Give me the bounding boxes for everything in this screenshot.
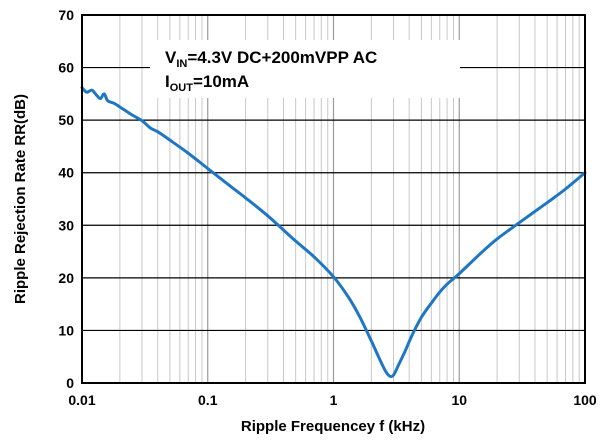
annotation-line-2: IOUT=10mA (165, 72, 249, 94)
annotation-line-2-prefix: I (165, 72, 170, 91)
y-axis-title: Ripple Rejection Rate RR(dB) (12, 94, 29, 304)
annotation-line-1-sub: IN (176, 58, 187, 70)
x-tick-label: 1 (330, 392, 338, 408)
x-tick-label: 0.1 (198, 392, 218, 408)
annotation-line-2-sub: OUT (170, 82, 194, 94)
y-tick-label: 0 (66, 375, 74, 391)
annotation-line-1-prefix: V (165, 48, 177, 67)
y-tick-label: 60 (58, 60, 74, 76)
annotation-box (150, 40, 460, 98)
annotation-line-1-rest: =4.3V DC+200mVPP AC (187, 48, 377, 67)
y-tick-label: 40 (58, 165, 74, 181)
x-tick-labels: 0.01 0.1 1 10 100 (68, 392, 597, 408)
y-tick-label: 50 (58, 112, 74, 128)
x-axis-title: Ripple Frequencey f (kHz) (241, 418, 425, 435)
plot-frame (81, 14, 586, 384)
x-tick-label: 0.01 (68, 392, 95, 408)
x-tick-label: 10 (451, 392, 467, 408)
annotation-line-2-rest: =10mA (193, 72, 249, 91)
x-tick-label: 100 (573, 392, 597, 408)
y-tick-labels: 0 10 20 30 40 50 60 70 (58, 7, 74, 391)
y-tick-label: 10 (58, 322, 74, 338)
y-tick-label: 70 (58, 7, 74, 23)
annotation-line-1: VIN=4.3V DC+200mVPP AC (165, 48, 377, 70)
ripple-rejection-series-line (80, 86, 587, 379)
y-tick-label: 20 (58, 270, 74, 286)
y-tick-label: 30 (58, 217, 74, 233)
